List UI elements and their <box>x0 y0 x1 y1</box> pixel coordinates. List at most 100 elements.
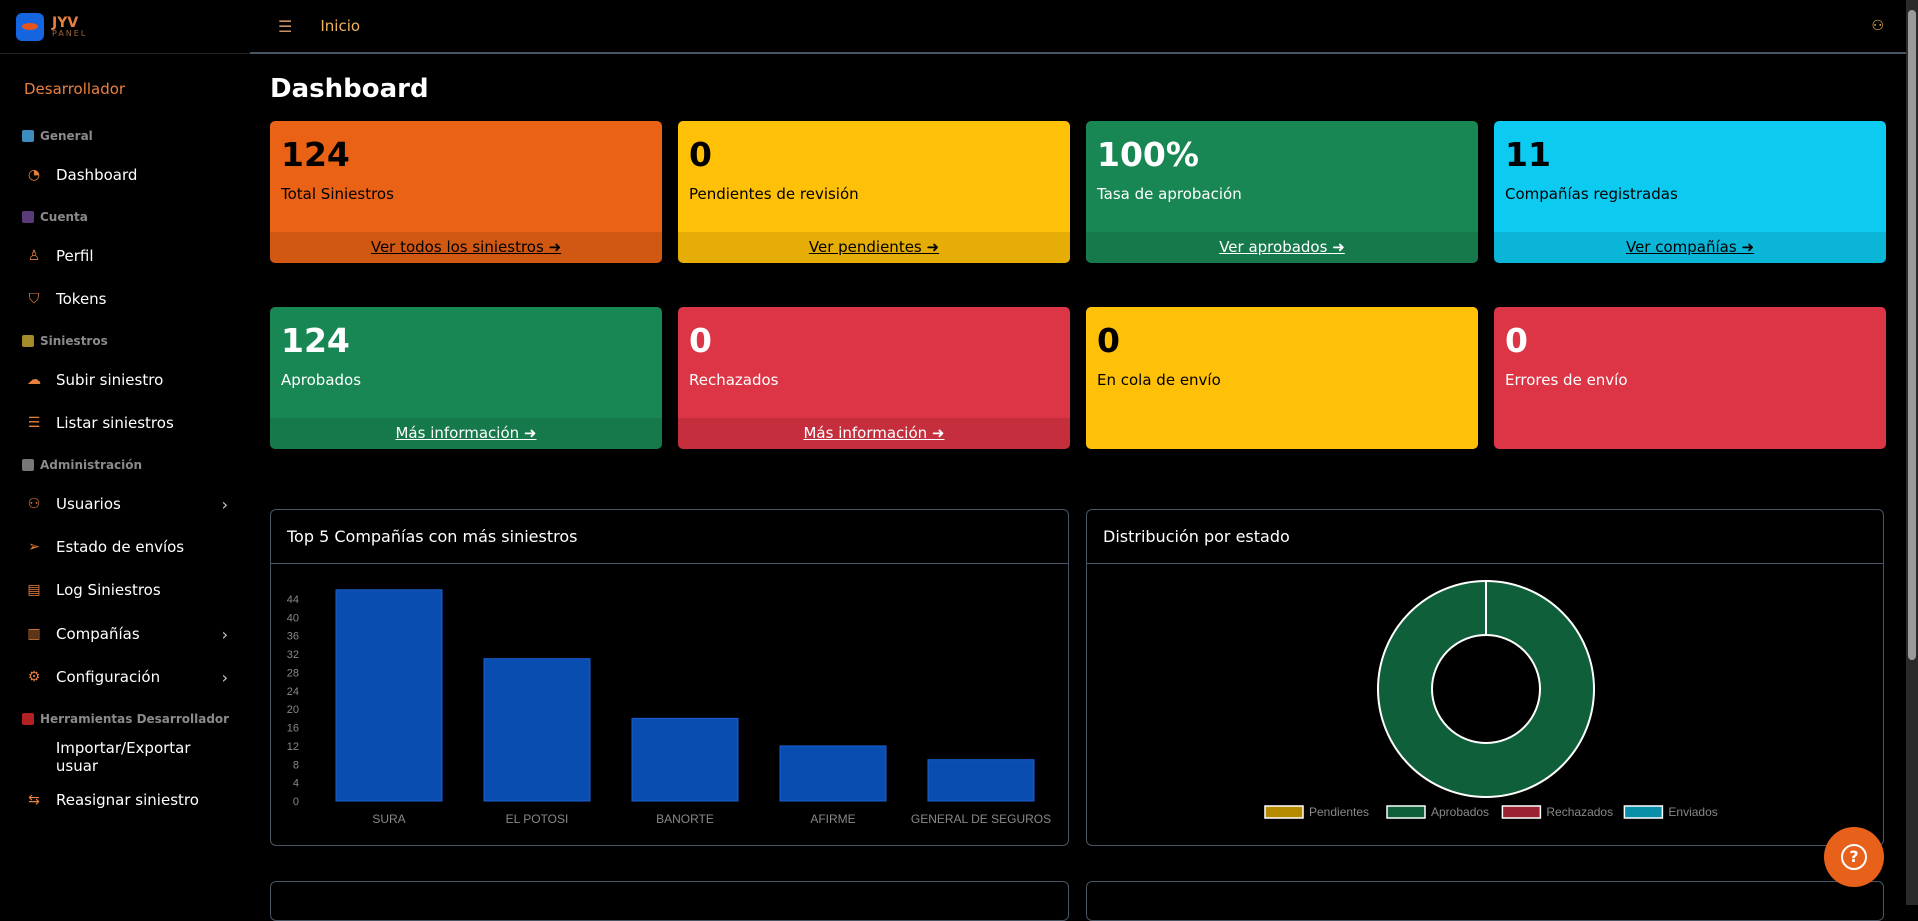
sidebar-item-label: Perfil <box>56 247 94 265</box>
legend-label: Aprobados <box>1431 805 1489 819</box>
sidebar: JYV PANEL Desarrollador General ◔ Dashboar… <box>0 0 250 905</box>
stat-label: Errores de envío <box>1505 371 1628 389</box>
x-tick-label: BANORTE <box>656 812 714 826</box>
sidebar-section-administración: Administración <box>22 458 142 472</box>
sidebar-item-label: Compañías <box>56 625 140 643</box>
brand[interactable]: JYV PANEL <box>0 0 250 54</box>
brand-title: JYV <box>52 14 79 31</box>
user-role: Desarrollador <box>24 80 126 98</box>
stat-card: 0 Pendientes de revisión Ver pendientes ➜ <box>678 121 1070 263</box>
arrow-right-circle-icon: ➜ <box>1332 238 1345 256</box>
sidebar-section-cuenta: Cuenta <box>22 210 88 224</box>
sidebar-item-subir-siniestro[interactable]: ☁ Subir siniestro <box>26 365 236 395</box>
bar <box>927 759 1035 802</box>
stat-link[interactable]: Ver todos los siniestros ➜ <box>270 232 662 263</box>
stat-label: Rechazados <box>689 371 779 389</box>
legend-swatch <box>1264 805 1304 819</box>
stat-label: Total Siniestros <box>281 185 394 203</box>
sidebar-item-configuraci-n[interactable]: ⚙ Configuración › <box>26 662 236 692</box>
x-tick-label: SURA <box>372 812 405 826</box>
sidebar-item-label: Log Siniestros <box>56 581 161 599</box>
person-icon <box>22 211 34 223</box>
help-button[interactable]: ? <box>1824 827 1884 887</box>
chevron-right-icon[interactable]: › <box>221 667 228 687</box>
shield-lock-icon: ⛉ <box>28 291 40 307</box>
buildings-icon: ▥ <box>27 626 41 642</box>
stat-link[interactable]: Más información ➜ <box>270 418 662 449</box>
arrow-right-circle-icon: ➜ <box>926 238 940 256</box>
scrollbar-thumb[interactable] <box>1908 10 1916 660</box>
stat-card: 100% Tasa de aprobación Ver aprobados ➜ <box>1086 121 1478 263</box>
person-icon: ♙ <box>27 248 41 264</box>
sidebar-item-usuarios[interactable]: ⚇ Usuarios › <box>26 489 236 519</box>
user-icon[interactable]: ⚇ <box>1871 18 1884 34</box>
send-icon: ➢ <box>28 539 40 555</box>
toolbox-icon <box>22 713 34 725</box>
sidebar-item-label: Importar/Exportar usuar <box>55 739 191 775</box>
stat-link[interactable]: Ver aprobados ➜ <box>1086 232 1478 263</box>
sidebar-section-herramientas: Herramientas Desarrollador <box>22 712 229 726</box>
y-tick-label: 40 <box>287 612 299 624</box>
y-tick-label: 24 <box>287 686 299 698</box>
stat-value: 0 <box>1505 321 1528 360</box>
bar <box>779 745 887 802</box>
stat-card: 124 Aprobados Más información ➜ <box>270 307 662 449</box>
breadcrumb[interactable]: Inicio <box>320 17 361 35</box>
y-tick-label: 32 <box>287 649 299 661</box>
hamburger-icon[interactable]: ☰ <box>278 16 293 36</box>
sidebar-item-log-siniestros[interactable]: ▤ Log Siniestros <box>26 575 236 605</box>
stat-value: 100% <box>1097 135 1199 174</box>
stat-value: 0 <box>689 135 712 174</box>
x-tick-label: EL POTOSI <box>506 812 569 826</box>
section-label: Cuenta <box>40 210 88 224</box>
panel-title: Distribución por estado <box>1087 510 1883 564</box>
sidebar-section-general: General <box>22 129 93 143</box>
page-title: Dashboard <box>270 74 429 104</box>
sidebar-item-listar-siniestros[interactable]: ☰ Listar siniestros <box>26 408 236 438</box>
chevron-right-icon[interactable]: › <box>221 624 228 644</box>
sidebar-item-compa-as[interactable]: ▥ Compañías › <box>26 619 236 649</box>
topbar: ☰ Inicio ⚇ <box>250 0 1906 54</box>
sidebar-item-perfil[interactable]: ♙ Perfil <box>26 241 236 271</box>
question-icon: ? <box>1841 844 1867 870</box>
y-tick-label: 20 <box>287 704 299 716</box>
x-tick-label: GENERAL DE SEGUROS <box>911 812 1051 826</box>
stat-card: 0 Errores de envío <box>1494 307 1886 449</box>
stat-link[interactable]: Más información ➜ <box>678 418 1070 449</box>
stat-card: 0 En cola de envío <box>1086 307 1478 449</box>
tools-icon <box>22 459 34 471</box>
stat-card: 0 Rechazados Más información ➜ <box>678 307 1070 449</box>
section-label: Herramientas Desarrollador <box>40 712 230 726</box>
arrow-left-right-icon: ⇆ <box>28 792 40 808</box>
stat-label: Pendientes de revisión <box>689 185 859 203</box>
legend-swatch <box>1623 805 1664 819</box>
folder-icon <box>22 335 34 347</box>
link-label: Ver pendientes <box>808 238 922 256</box>
arrow-right-circle-icon: ➜ <box>523 424 537 442</box>
sidebar-item-dashboard[interactable]: ◔ Dashboard <box>26 160 236 190</box>
sidebar-item-estado-de-env-os[interactable]: ➢ Estado de envíos <box>26 532 236 562</box>
sidebar-item-tokens[interactable]: ⛉ Tokens <box>26 284 236 314</box>
chevron-right-icon[interactable]: › <box>221 494 228 514</box>
donut-chart-panel: Distribución por estado Pendientes Aproba… <box>1086 509 1884 846</box>
scrollbar[interactable] <box>1906 0 1918 905</box>
donut-chart: Pendientes Aprobados Rechazados Enviados <box>1264 580 1718 819</box>
bottom-panel-right <box>1086 881 1884 921</box>
bar <box>335 589 443 802</box>
link-label: Ver aprobados <box>1219 238 1328 256</box>
brand-subtitle: PANEL <box>52 28 88 38</box>
bottom-panel-left <box>270 881 1069 921</box>
legend-label: Rechazados <box>1546 805 1613 819</box>
sidebar-item-label: Reasignar siniestro <box>56 791 199 809</box>
speedometer-icon: ◔ <box>27 167 41 183</box>
sidebar-item-label: Estado de envíos <box>56 538 185 556</box>
stat-value: 0 <box>1097 321 1120 360</box>
sidebar-item-reasignar-siniestro[interactable]: ⇆ Reasignar siniestro <box>26 785 236 815</box>
slice-border <box>1431 634 1541 744</box>
stat-label: Tasa de aprobación <box>1097 185 1242 203</box>
stat-link[interactable]: Ver compañías ➜ <box>1494 232 1886 263</box>
section-label: Siniestros <box>40 334 108 348</box>
stat-link[interactable]: Ver pendientes ➜ <box>678 232 1070 263</box>
sidebar-item-label: Subir siniestro <box>56 371 164 389</box>
sidebar-item-importar-exportar-usuar[interactable]: Importar/Exportar usuar <box>26 739 236 775</box>
